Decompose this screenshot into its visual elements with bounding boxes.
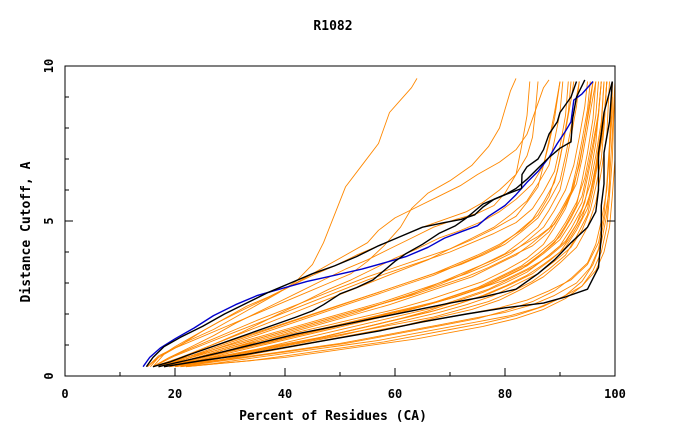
models-line-24 — [174, 81, 610, 368]
y-tick-label-2: 10 — [42, 59, 56, 73]
x-axis-label: Percent of Residues (CA) — [239, 409, 427, 424]
models-line-37 — [174, 81, 608, 368]
models-line-32 — [147, 78, 517, 368]
models-line-28 — [152, 81, 580, 368]
models-line-35 — [169, 81, 605, 368]
x-tick-label-2: 40 — [278, 387, 292, 401]
x-tick-label-3: 60 — [388, 387, 402, 401]
models-line-9 — [163, 81, 561, 368]
models-line-23 — [152, 81, 569, 368]
models-line-29 — [163, 81, 594, 368]
reference-line-4 — [158, 81, 613, 368]
x-tick-label-1: 20 — [168, 387, 182, 401]
models-line-38 — [158, 81, 575, 368]
series-layer — [142, 78, 616, 368]
reference-line-3 — [163, 81, 613, 368]
y-tick-label-1: 5 — [42, 217, 56, 224]
reference-line-2 — [152, 81, 578, 368]
models-line-30 — [174, 81, 608, 368]
models-line-27 — [185, 81, 616, 368]
models-line-36 — [152, 81, 561, 368]
x-tick-label-5: 100 — [604, 387, 626, 401]
models-line-5 — [152, 78, 418, 367]
models-line-31 — [158, 81, 591, 368]
y-tick-label-0: 0 — [42, 372, 56, 379]
models-line-40 — [163, 81, 599, 368]
models-line-33 — [180, 81, 613, 368]
chart-title: R1082 — [313, 19, 352, 34]
models-line-26 — [169, 81, 602, 368]
reference-line-1 — [145, 79, 586, 368]
models-line-22 — [163, 81, 605, 368]
x-tick-label-0: 0 — [61, 387, 68, 401]
x-tick-label-4: 80 — [498, 387, 512, 401]
models-line-19 — [180, 81, 616, 368]
models-line-25 — [158, 81, 588, 368]
models-line-11 — [163, 81, 602, 368]
tick-layer: 0 20 40 60 80 100 0 5 10 — [42, 59, 626, 401]
models-line-14 — [163, 81, 602, 368]
highlight-line-0 — [142, 81, 594, 368]
models-line-16 — [174, 81, 613, 368]
y-axis-label: Distance Cutoff, A — [19, 161, 34, 302]
models-line-8 — [152, 81, 531, 368]
models-line-39 — [185, 81, 616, 368]
models-line-34 — [163, 81, 580, 368]
